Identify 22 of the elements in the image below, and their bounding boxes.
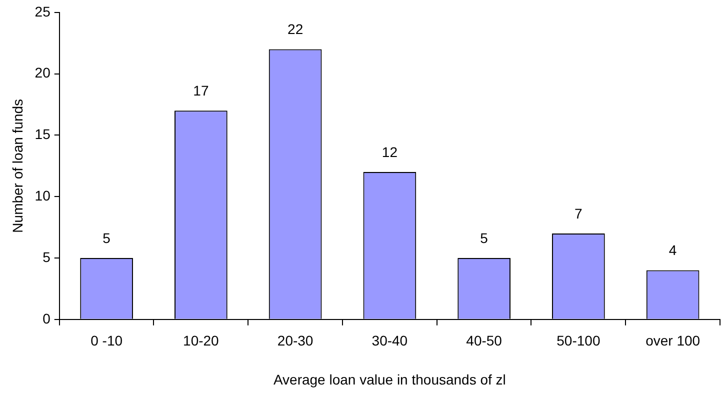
y-axis-title: Number of loan funds [9, 98, 26, 233]
y-tick-label: 10 [34, 187, 51, 204]
x-tick-label: 30-40 [372, 332, 408, 349]
data-label: 7 [574, 205, 583, 222]
y-tick-label: 20 [34, 64, 51, 81]
y-tick-label: 25 [34, 3, 51, 20]
data-label: 12 [382, 144, 398, 160]
data-label: 4 [668, 242, 677, 258]
x-tick-label: over 100 [646, 332, 700, 349]
x-tick-label: 20-30 [277, 332, 314, 349]
y-tick-label: 0 [42, 310, 51, 326]
data-label: 22 [288, 21, 304, 38]
x-tick-label: 40-50 [466, 332, 502, 349]
y-tick-label: 15 [34, 126, 51, 142]
x-tick-label: 50-100 [556, 332, 600, 349]
y-tick-label: 5 [42, 248, 51, 265]
data-label: 5 [102, 230, 111, 246]
x-tick-label: 10-20 [183, 332, 220, 349]
data-label: 17 [193, 82, 209, 98]
data-label: 5 [480, 230, 488, 246]
x-axis-title: Average loan value in thousands of zl [273, 371, 506, 388]
x-tick-label: 0 -10 [90, 332, 123, 349]
